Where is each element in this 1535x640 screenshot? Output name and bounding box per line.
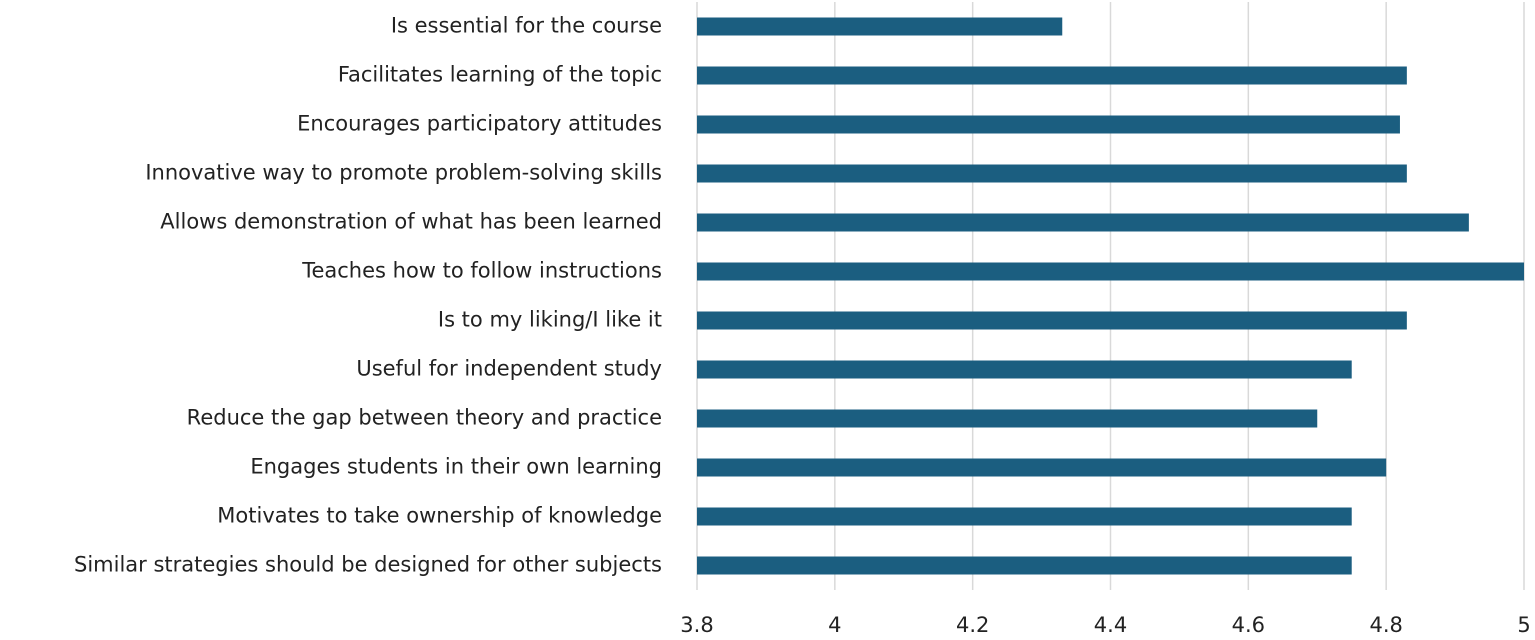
- x-tick-label: 4.6: [1232, 613, 1265, 637]
- y-tick-label: Similar strategies should be designed fo…: [74, 553, 662, 577]
- y-tick-label: Is essential for the course: [391, 14, 662, 38]
- bar: [697, 213, 1469, 232]
- bar: [697, 115, 1400, 134]
- y-tick-label: Motivates to take ownership of knowledge: [217, 504, 662, 528]
- bar: [697, 556, 1352, 575]
- bar: [697, 458, 1387, 477]
- bar: [697, 507, 1352, 526]
- x-tick-label: 4.8: [1369, 613, 1402, 637]
- y-tick-label: Facilitates learning of the topic: [338, 63, 662, 87]
- y-tick-label: Useful for independent study: [356, 357, 662, 381]
- bar: [697, 66, 1407, 85]
- y-tick-label: Encourages participatory attitudes: [297, 112, 662, 136]
- x-tick-label: 3.8: [680, 613, 713, 637]
- bar: [697, 164, 1407, 183]
- bar: [697, 17, 1063, 36]
- y-tick-label: Teaches how to follow instructions: [301, 259, 662, 283]
- x-tick-label: 4.4: [1094, 613, 1127, 637]
- bar: [697, 262, 1524, 281]
- bar: [697, 311, 1407, 330]
- y-tick-label: Allows demonstration of what has been le…: [160, 210, 662, 234]
- x-tick-label: 4.2: [956, 613, 989, 637]
- bar: [697, 360, 1352, 379]
- x-tick-label: 4: [828, 613, 841, 637]
- x-tick-label: 5: [1517, 613, 1530, 637]
- y-tick-label: Innovative way to promote problem-solvin…: [145, 161, 662, 185]
- y-tick-label: Is to my liking/I like it: [438, 308, 662, 332]
- y-tick-label: Engages students in their own learning: [250, 455, 662, 479]
- bar: [697, 409, 1318, 428]
- y-tick-label: Reduce the gap between theory and practi…: [187, 406, 662, 430]
